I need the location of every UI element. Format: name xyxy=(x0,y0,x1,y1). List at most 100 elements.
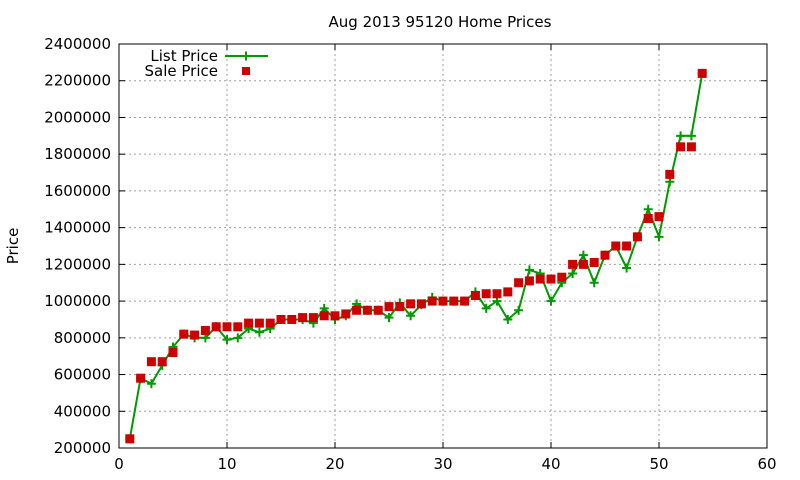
sale-price-point xyxy=(568,259,578,269)
sale-price-point xyxy=(373,305,383,315)
grid xyxy=(119,44,767,448)
plot-area xyxy=(125,68,707,444)
y-tick-label: 2400000 xyxy=(44,35,111,53)
series-line-list-price xyxy=(128,73,704,439)
sale-price-point xyxy=(222,322,232,332)
sale-price-point xyxy=(157,357,167,367)
sale-price-point xyxy=(146,357,156,367)
sale-price-point xyxy=(535,274,545,284)
sale-price-point xyxy=(179,329,189,339)
sale-price-point xyxy=(514,278,524,288)
sale-price-point xyxy=(416,299,426,309)
sale-price-point xyxy=(557,272,567,282)
legend-marker-list-price xyxy=(241,51,251,61)
sale-price-point xyxy=(460,296,470,306)
list-price-point xyxy=(384,313,394,323)
sale-price-point xyxy=(200,325,210,335)
sale-price-point xyxy=(265,318,275,328)
sale-price-point xyxy=(492,289,502,299)
sale-price-point xyxy=(578,259,588,269)
y-axis-label: Price xyxy=(4,228,22,265)
x-tick-label: 60 xyxy=(757,455,776,473)
y-tick-label: 600000 xyxy=(54,366,111,384)
legend-marker-sale-price xyxy=(242,67,250,75)
sale-price-point xyxy=(136,373,146,383)
list-price-point xyxy=(676,131,686,141)
x-tick-label: 30 xyxy=(433,455,452,473)
sale-price-point xyxy=(287,314,297,324)
list-price-point xyxy=(578,250,588,260)
sale-price-point xyxy=(665,169,675,179)
sale-price-point xyxy=(697,68,707,78)
list-price-point xyxy=(503,314,513,324)
y-tick-label: 2200000 xyxy=(44,72,111,90)
sale-price-point xyxy=(298,313,308,323)
sale-price-point xyxy=(341,309,351,319)
sale-price-point xyxy=(546,274,556,284)
sale-price-point xyxy=(211,322,221,332)
sale-price-point xyxy=(632,232,642,242)
sale-price-point xyxy=(481,289,491,299)
sale-price-point xyxy=(330,311,340,321)
list-price-point xyxy=(233,333,243,343)
plot-frame xyxy=(118,43,768,449)
list-price-point xyxy=(406,311,416,321)
y-tick-label: 1000000 xyxy=(44,292,111,310)
sale-price-point xyxy=(244,318,254,328)
sale-price-point xyxy=(449,296,459,306)
sale-price-point xyxy=(395,302,405,312)
legend: List Price Sale Price xyxy=(145,47,268,80)
sale-price-point xyxy=(427,296,437,306)
chart-title: Aug 2013 95120 Home Prices xyxy=(329,13,552,31)
sale-price-point xyxy=(125,434,135,444)
y-tick-label: 2000000 xyxy=(44,108,111,126)
sale-price-point xyxy=(168,348,178,358)
legend-label-list-price: List Price xyxy=(150,47,218,65)
sale-price-point xyxy=(503,287,513,297)
sale-price-point xyxy=(308,313,318,323)
sale-price-point xyxy=(233,322,243,332)
y-tick-label: 1800000 xyxy=(44,145,111,163)
x-tick-label: 50 xyxy=(649,455,668,473)
sale-price-point xyxy=(438,296,448,306)
legend-label-sale-price: Sale Price xyxy=(145,62,218,80)
sale-price-point xyxy=(622,241,632,251)
y-tick-label: 200000 xyxy=(54,439,111,457)
sale-price-point xyxy=(276,314,286,324)
sale-price-point xyxy=(643,213,653,223)
list-price-point xyxy=(524,265,534,275)
sale-price-point xyxy=(611,241,621,251)
list-price-point xyxy=(654,232,664,242)
x-tick-label: 40 xyxy=(541,455,560,473)
sale-price-point xyxy=(352,305,362,315)
sale-price-point xyxy=(524,276,534,286)
list-price-point xyxy=(622,263,632,273)
sale-price-point xyxy=(654,212,664,222)
list-price-point xyxy=(568,269,578,279)
sale-price-point xyxy=(589,258,599,268)
sale-price-point xyxy=(470,291,480,301)
list-price-point xyxy=(146,379,156,389)
sale-price-point xyxy=(190,330,200,340)
y-tick-label: 1400000 xyxy=(44,219,111,237)
sale-price-point xyxy=(362,305,372,315)
list-price-point xyxy=(589,278,599,288)
y-tick-label: 800000 xyxy=(54,329,111,347)
sale-price-point xyxy=(319,311,329,321)
list-price-point xyxy=(643,204,653,214)
sale-price-point xyxy=(600,250,610,260)
x-tick-label: 0 xyxy=(114,455,124,473)
y-tick-label: 1200000 xyxy=(44,255,111,273)
sale-price-point xyxy=(254,318,264,328)
y-tick-label: 1600000 xyxy=(44,182,111,200)
y-tick-label: 400000 xyxy=(54,402,111,420)
x-tick-label: 10 xyxy=(217,455,236,473)
list-price-point xyxy=(481,303,491,313)
sale-price-point xyxy=(686,142,696,152)
list-price-point xyxy=(514,305,524,315)
sale-price-point xyxy=(406,299,416,309)
axis-ticks: 0 10 20 30 40 50 60 200000 400000 600000 800000 100… xyxy=(44,35,776,473)
list-price-point xyxy=(254,327,264,337)
list-price-point xyxy=(222,335,232,345)
